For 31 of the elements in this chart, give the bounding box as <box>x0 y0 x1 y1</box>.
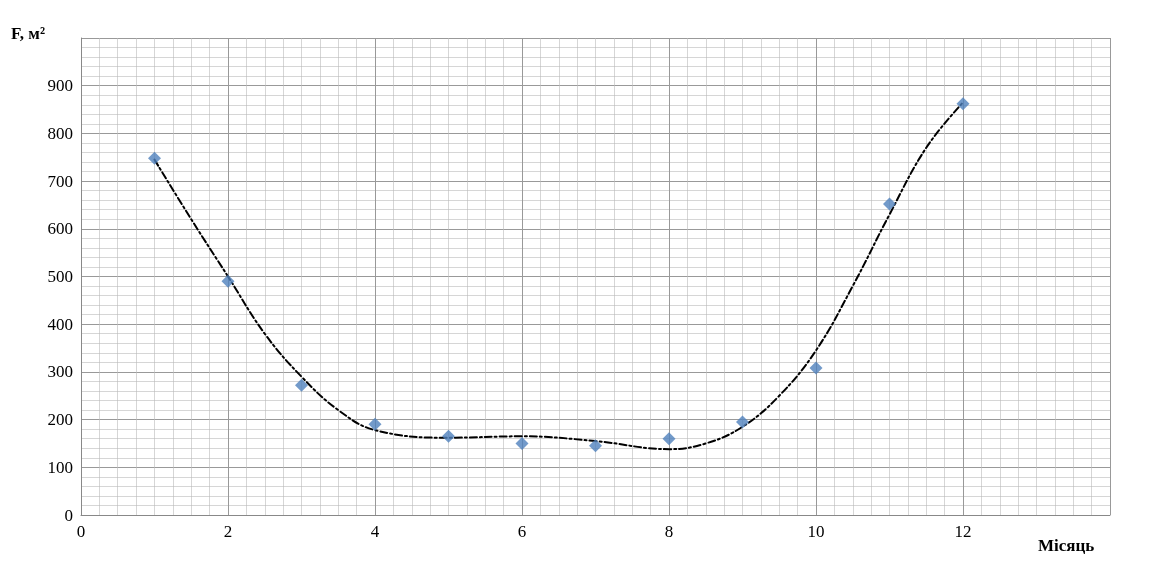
x-tick-label: 0 <box>76 522 86 541</box>
x-tick-label: 4 <box>370 522 380 541</box>
point <box>662 432 676 446</box>
x-tick-label: 10 <box>807 522 825 541</box>
point <box>295 378 308 392</box>
x-tick-label: 2 <box>223 522 233 541</box>
point <box>736 415 749 429</box>
y-tick-label: 700 <box>47 171 73 191</box>
y-tick-label: 900 <box>47 76 73 96</box>
x-tick-label: 8 <box>664 522 674 541</box>
x-axis-title: Місяць <box>1038 536 1095 555</box>
y-axis-title: F, м² <box>11 24 45 43</box>
point <box>515 436 529 450</box>
point <box>442 429 455 443</box>
y-tick-label: 800 <box>47 123 73 143</box>
y-tick-label: 0 <box>64 505 73 525</box>
point <box>809 361 823 375</box>
y-tick-label: 200 <box>47 410 73 430</box>
point <box>221 274 235 288</box>
y-tick-label: 500 <box>47 267 73 286</box>
point <box>368 417 382 431</box>
point <box>148 151 161 165</box>
point <box>956 97 970 111</box>
point <box>883 197 896 211</box>
y-tick-label: 300 <box>47 362 73 382</box>
y-tick-label: 400 <box>47 314 73 334</box>
x-tick-label: 6 <box>517 522 527 541</box>
x-tick-label: 12 <box>954 522 972 541</box>
point <box>589 439 602 453</box>
y-tick-label: 600 <box>47 219 73 239</box>
y-tick-label: 100 <box>47 457 73 477</box>
